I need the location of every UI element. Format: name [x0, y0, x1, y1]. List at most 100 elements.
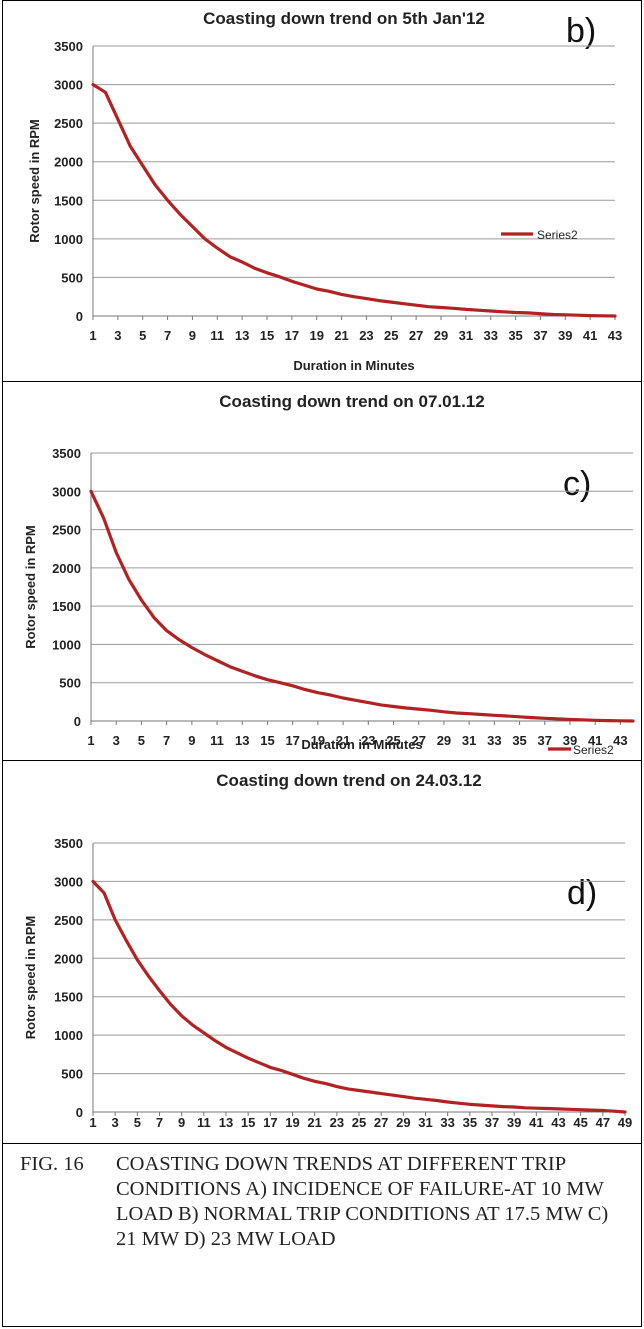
data-point	[304, 688, 307, 691]
x-tick-label: 35	[508, 328, 522, 343]
data-point	[102, 517, 105, 519]
data-point	[204, 238, 206, 240]
data-point	[506, 715, 508, 717]
data-point	[405, 707, 407, 709]
data-point	[179, 213, 181, 215]
data-point	[302, 1077, 305, 1079]
data-point	[125, 939, 128, 942]
data-point	[489, 310, 492, 312]
data-point	[480, 713, 483, 716]
data-point	[468, 712, 470, 715]
data-point	[531, 716, 533, 719]
x-tick-label: 39	[563, 733, 577, 748]
data-point	[415, 304, 417, 307]
x-tick-label: 37	[485, 1115, 499, 1130]
y-tick-label: 3000	[52, 484, 81, 499]
data-point	[518, 715, 521, 718]
data-point	[241, 261, 243, 263]
y-tick-label: 0	[76, 1105, 83, 1120]
data-point	[214, 1039, 216, 1042]
data-point	[624, 1111, 626, 1113]
y-axis-label: Rotor speed in RPM	[27, 119, 42, 243]
data-point	[280, 1069, 283, 1072]
data-point	[291, 280, 293, 283]
y-axis-label: Rotor speed in RPM	[23, 916, 38, 1040]
caption-text: COASTING DOWN TRENDS AT DIFFERENT TRIP C…	[116, 1153, 609, 1250]
data-point	[465, 308, 467, 311]
y-tick-label: 2500	[54, 116, 83, 131]
data-point	[576, 314, 579, 317]
x-tick-label: 39	[558, 328, 572, 343]
y-tick-label: 2500	[52, 523, 81, 538]
x-tick-label: 29	[396, 1115, 410, 1130]
x-tick-label: 41	[588, 733, 602, 748]
data-point	[241, 670, 244, 673]
x-tick-label: 1	[87, 733, 94, 748]
x-tick-label: 7	[164, 328, 171, 343]
data-point	[203, 1032, 205, 1034]
caption-label: FIG. 16	[20, 1153, 84, 1175]
data-point	[594, 719, 596, 722]
data-point	[632, 720, 634, 722]
y-tick-label: 1000	[54, 232, 83, 247]
panel-divider	[2, 760, 642, 761]
x-tick-label: 33	[440, 1115, 454, 1130]
y-tick-label: 3500	[54, 39, 83, 54]
y-tick-label: 3000	[54, 874, 83, 889]
data-point	[477, 309, 480, 312]
data-point	[613, 1110, 615, 1113]
chart-panel-c: Coasting down trend on 07.01.12 c) 0 500 100…	[23, 392, 635, 757]
data-point	[228, 665, 231, 668]
data-point	[92, 83, 94, 86]
x-tick-label: 35	[463, 1115, 477, 1130]
data-point	[329, 694, 332, 696]
data-point	[225, 1046, 227, 1049]
data-point	[166, 199, 169, 202]
y-tick-label: 500	[61, 270, 83, 285]
x-tick-label: 21	[334, 328, 348, 343]
data-point	[535, 1107, 538, 1109]
x-tick-label: 35	[512, 733, 526, 748]
data-point	[254, 675, 256, 677]
data-point	[455, 712, 458, 714]
data-point	[502, 310, 504, 313]
data-point	[601, 314, 604, 317]
data-point	[424, 1098, 427, 1101]
data-point	[365, 297, 368, 300]
x-tick-label: 7	[156, 1115, 163, 1130]
y-axis-label: Rotor speed in RPM	[23, 525, 38, 649]
data-point	[353, 295, 355, 298]
data-point	[581, 719, 584, 721]
x-tick-label: 11	[210, 328, 224, 343]
y-tick-label: 500	[61, 1067, 83, 1082]
y-tick-label: 3500	[52, 446, 81, 461]
x-tick-label: 25	[386, 733, 400, 748]
data-point	[564, 314, 567, 316]
data-point	[354, 699, 357, 702]
y-tick-label: 2000	[52, 561, 81, 576]
x-tick-label: 41	[529, 1115, 543, 1130]
data-point	[513, 1106, 515, 1108]
data-point	[369, 1091, 371, 1093]
data-point	[136, 959, 139, 961]
data-point	[103, 892, 105, 894]
data-point	[543, 717, 546, 720]
x-tick-label: 33	[483, 328, 497, 343]
data-point	[568, 1108, 571, 1111]
data-point	[539, 312, 542, 315]
x-tick-label: 17	[263, 1115, 277, 1130]
x-tick-label: 9	[189, 328, 196, 343]
x-tick-label: 21	[336, 733, 350, 748]
data-point	[367, 701, 370, 704]
data-point	[402, 302, 405, 305]
data-point	[614, 315, 616, 317]
x-tick-label: 7	[163, 733, 170, 748]
x-tick-label: 17	[285, 733, 299, 748]
data-point	[154, 184, 156, 186]
data-point	[191, 225, 194, 228]
data-point	[158, 989, 161, 992]
data-point	[546, 1107, 549, 1110]
x-tick-label: 25	[384, 328, 398, 343]
x-tick-label: 49	[618, 1115, 632, 1130]
x-tick-label: 15	[260, 328, 274, 343]
